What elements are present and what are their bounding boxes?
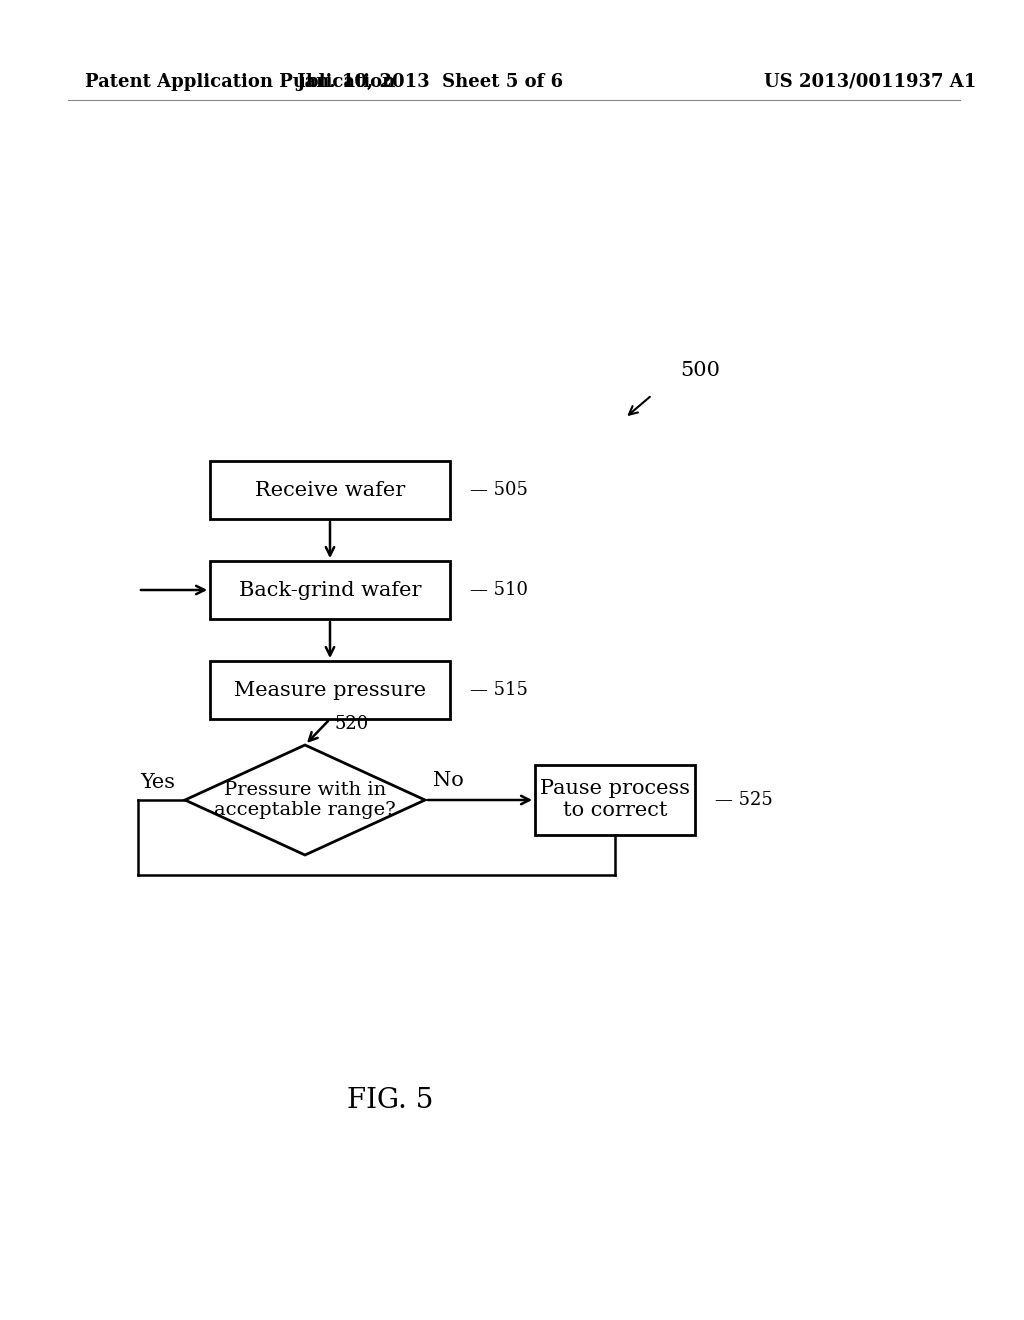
Text: Pause process
to correct: Pause process to correct	[540, 780, 690, 821]
Text: Jan. 10, 2013  Sheet 5 of 6: Jan. 10, 2013 Sheet 5 of 6	[296, 73, 563, 91]
Text: — 510: — 510	[470, 581, 528, 599]
Text: US 2013/0011937 A1: US 2013/0011937 A1	[764, 73, 976, 91]
Text: Yes: Yes	[140, 774, 175, 792]
Text: 500: 500	[680, 360, 720, 380]
Text: No: No	[433, 771, 464, 789]
Text: Receive wafer: Receive wafer	[255, 480, 406, 499]
Text: — 505: — 505	[470, 480, 528, 499]
Text: Measure pressure: Measure pressure	[233, 681, 426, 700]
Text: Back-grind wafer: Back-grind wafer	[239, 581, 421, 599]
Text: Patent Application Publication: Patent Application Publication	[85, 73, 395, 91]
Text: Pressure with in
acceptable range?: Pressure with in acceptable range?	[214, 780, 396, 820]
Bar	[535, 766, 695, 836]
Bar	[210, 661, 450, 719]
Text: FIG. 5: FIG. 5	[347, 1086, 433, 1114]
Text: — 525: — 525	[715, 791, 773, 809]
Bar	[210, 561, 450, 619]
Text: 520: 520	[335, 715, 370, 733]
Text: — 515: — 515	[470, 681, 528, 700]
Polygon shape	[185, 744, 425, 855]
Bar	[210, 461, 450, 519]
